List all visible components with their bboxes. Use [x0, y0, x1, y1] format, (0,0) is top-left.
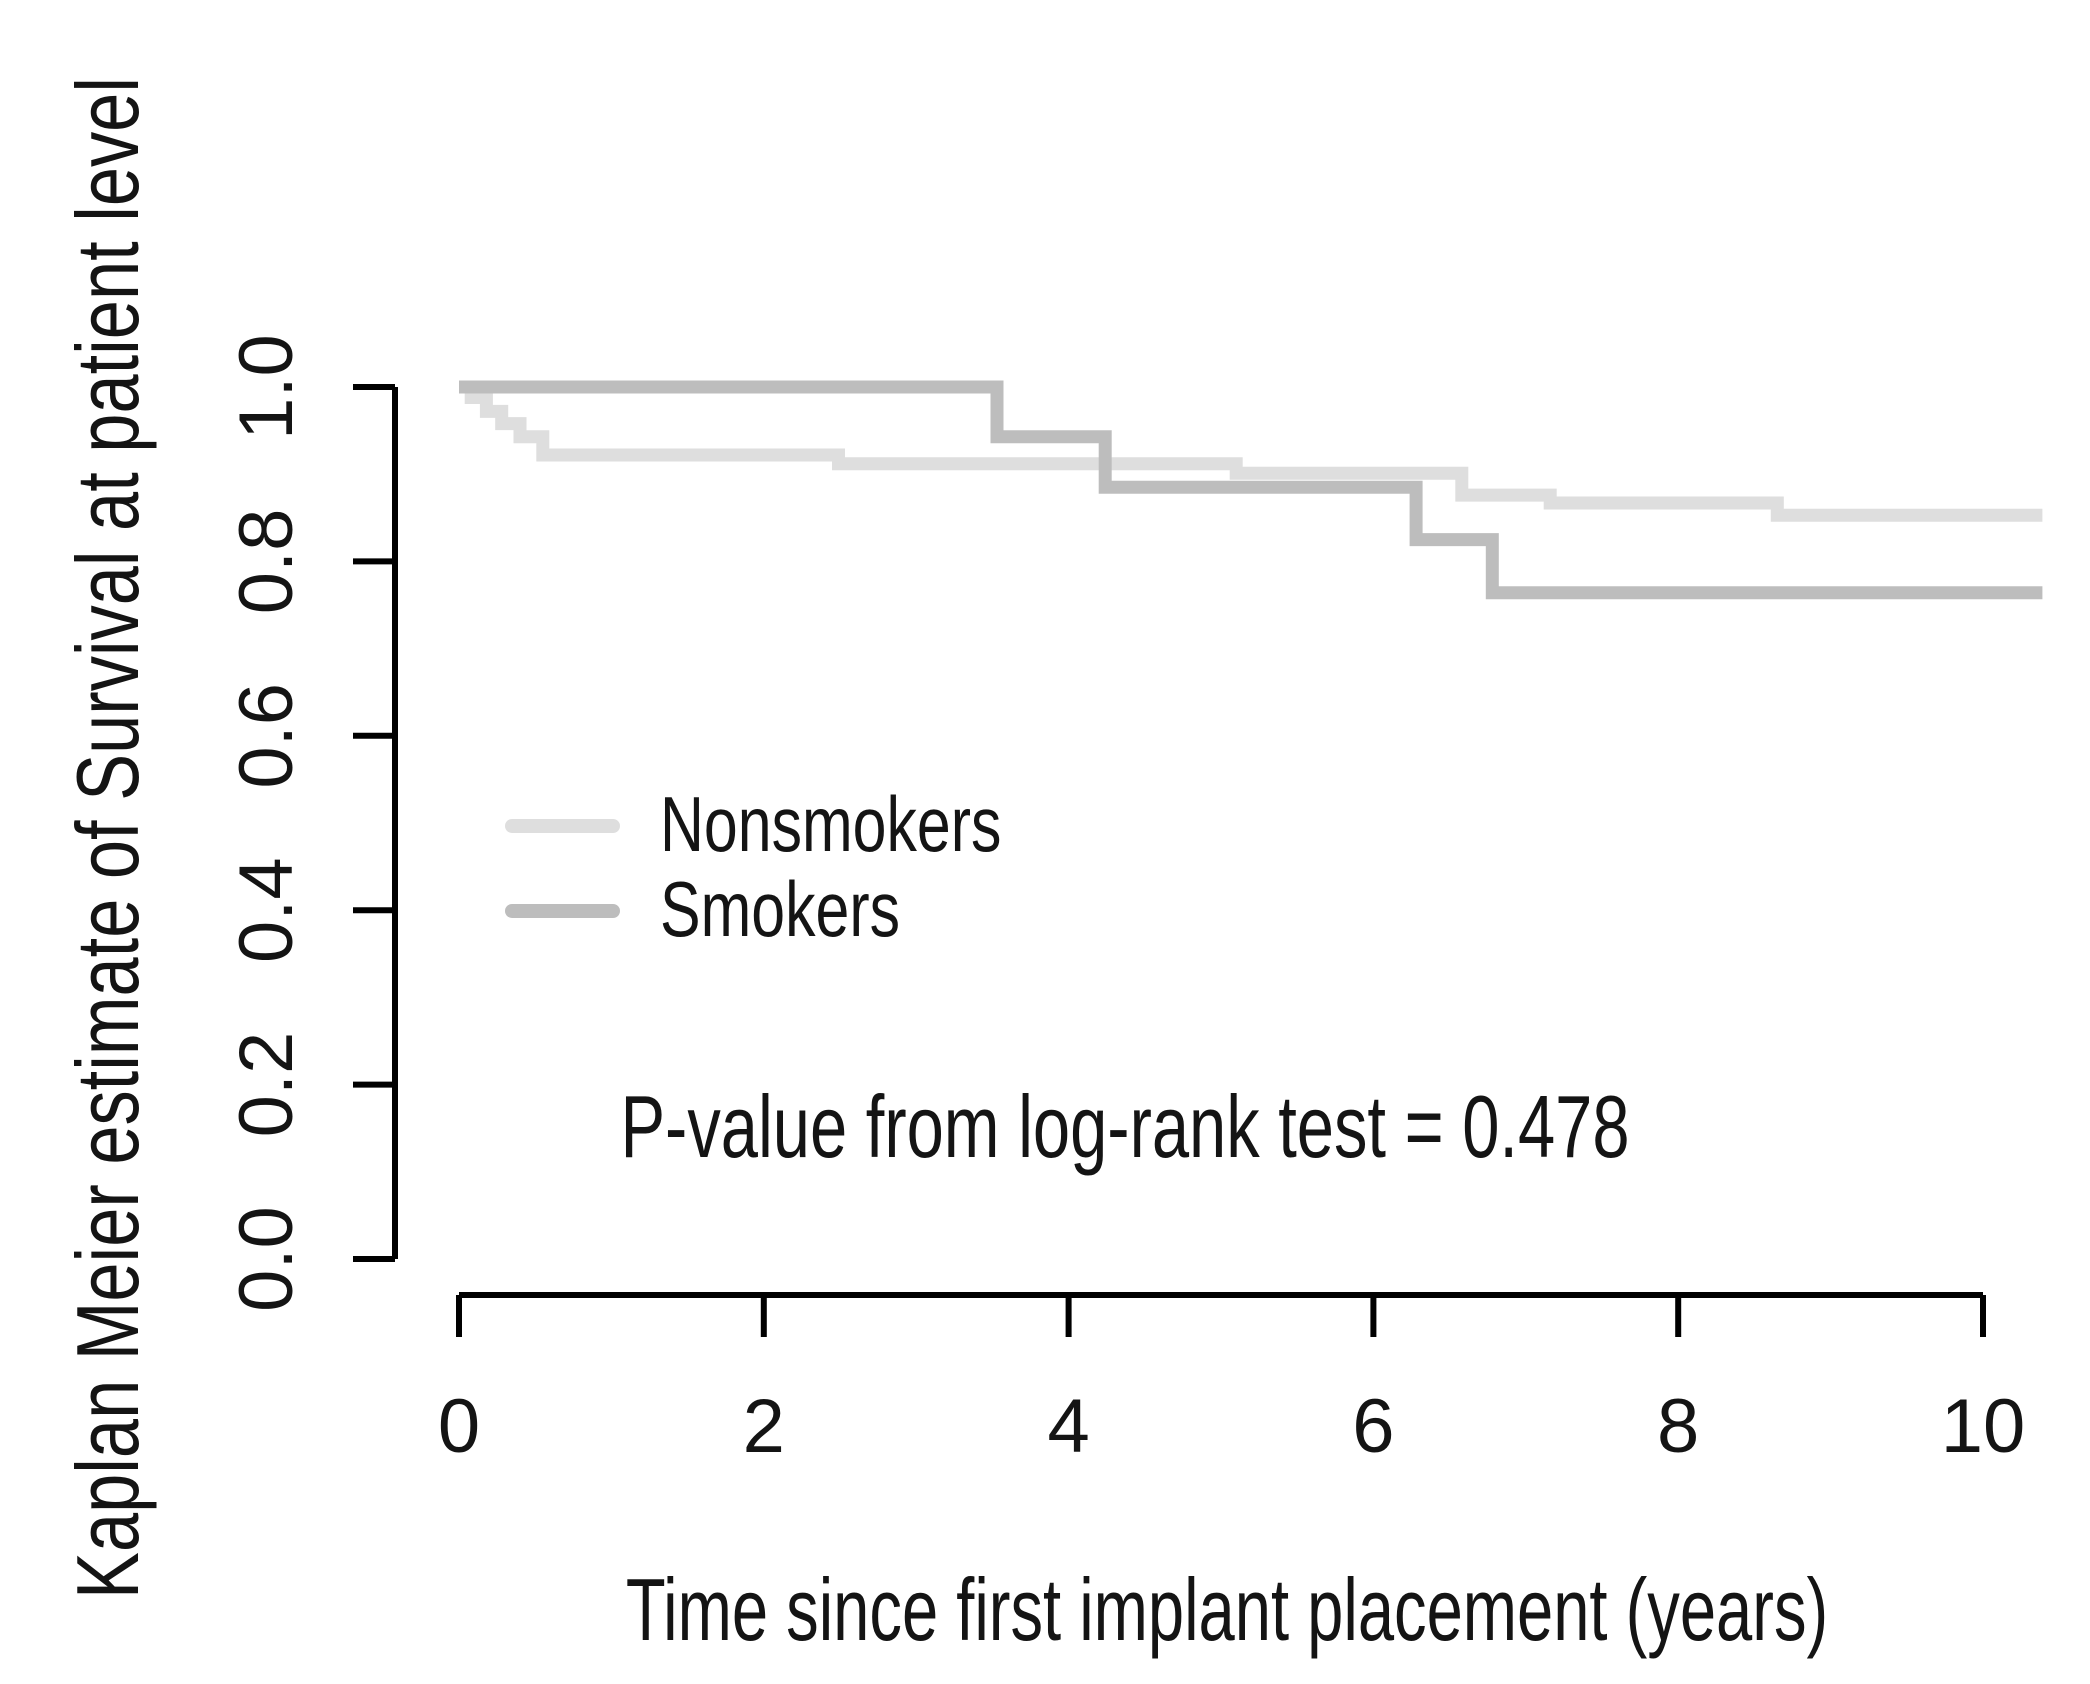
x-axis-ticks [456, 1295, 1986, 1337]
nonsmokers-legend-label-group: Nonsmokers [660, 781, 1001, 868]
curves [459, 380, 2043, 600]
x-axis-title-group: Time since first implant placement (year… [626, 1562, 1828, 1660]
x-tick-label-2: 2 [743, 1384, 785, 1469]
x-tick-label-0: 0 [438, 1384, 480, 1469]
x-tick-label-10: 10 [1941, 1384, 2026, 1469]
y-tick-label-0.6: 0.6 [224, 683, 309, 789]
nonsmokers-curve [459, 380, 2043, 522]
y-axis-ticks [353, 384, 395, 1262]
x-tick-label-8: 8 [1657, 1384, 1699, 1469]
y-tick-label-0.2: 0.2 [224, 1032, 309, 1138]
y-axis-title: Kaplan Meier estimate of Survival at pat… [58, 77, 156, 1599]
y-tick-label-0.8: 0.8 [224, 509, 309, 615]
y-tick-label-0.4: 0.4 [224, 857, 309, 963]
x-tick-label-4: 4 [1047, 1384, 1089, 1469]
p-value-annotation-group: P-value from log-rank test = 0.478 [620, 1077, 1629, 1176]
x-axis: 0 2 4 6 8 10 Time since first implant pl… [438, 1292, 2026, 1660]
smokers-curve [459, 380, 2043, 600]
smokers-legend-label: Smokers [660, 866, 900, 953]
y-axis-title-group: Kaplan Meier estimate of Survival at pat… [58, 77, 156, 1599]
p-value-annotation: P-value from log-rank test = 0.478 [620, 1077, 1629, 1176]
y-tick-label-1.0: 1.0 [224, 334, 309, 440]
x-tick-label-6: 6 [1352, 1384, 1394, 1469]
smokers-legend-label-group: Smokers [660, 866, 900, 953]
legend: Nonsmokers Smokers [505, 781, 1001, 953]
x-axis-title: Time since first implant placement (year… [626, 1562, 1828, 1660]
nonsmokers-legend-label: Nonsmokers [660, 781, 1001, 868]
y-tick-label-0.0: 0.0 [224, 1206, 309, 1312]
y-axis: 0.0 0.2 0.4 0.6 0.8 1.0 Kaplan Meier est… [58, 77, 398, 1599]
